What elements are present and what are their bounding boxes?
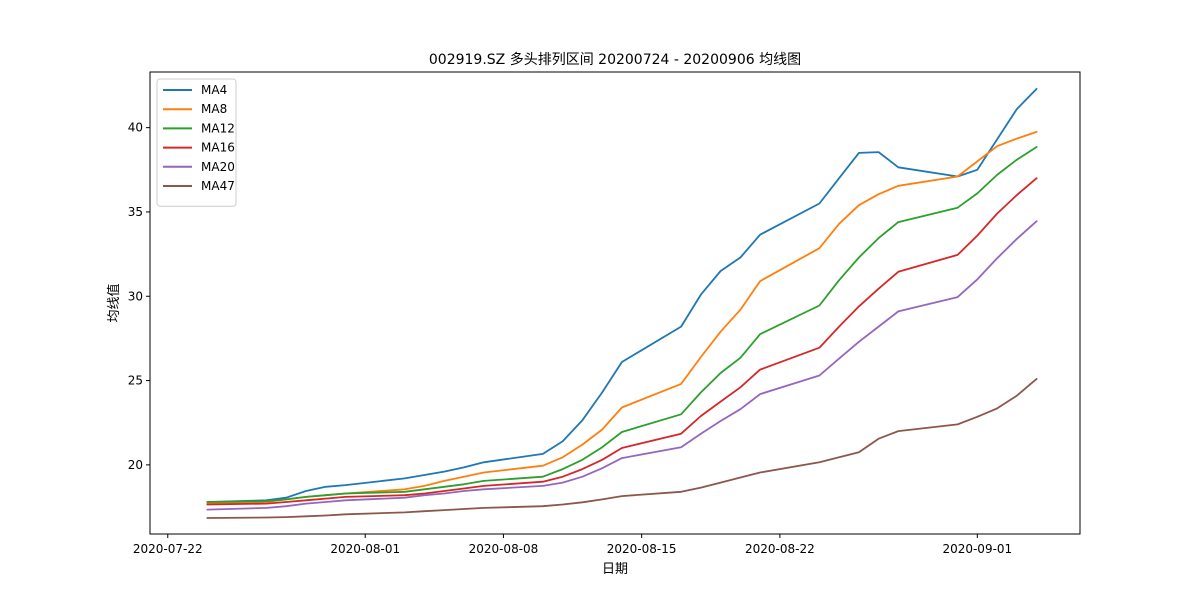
series-line-ma20 (206, 220, 1038, 511)
legend: MA4 MA8 MA12 MA16 MA20 MA47 (156, 78, 237, 207)
series-line-ma4 (206, 88, 1038, 503)
plot-area (149, 71, 1081, 535)
legend-label-ma12: MA12 (201, 121, 235, 135)
legend-box (156, 78, 237, 207)
x-tick-label: 2020-08-01 (330, 542, 400, 556)
x-tick-label: 2020-07-22 (133, 542, 203, 556)
x-tick-label: 2020-09-01 (942, 542, 1012, 556)
legend-label-ma47: MA47 (201, 179, 235, 193)
x-axis: 2020-07-22 2020-08-01 2020-08-08 2020-08-15… (133, 534, 1012, 556)
x-axis-title: 日期 (602, 562, 628, 577)
y-tick-label: 40 (128, 121, 143, 135)
y-tick-label: 20 (128, 458, 143, 472)
series-layer (206, 88, 1038, 519)
legend-label-ma8: MA8 (201, 102, 227, 116)
legend-label-ma4: MA4 (201, 83, 227, 97)
y-tick-label: 25 (128, 374, 143, 388)
series-line-ma12 (206, 146, 1038, 503)
y-axis-title: 均线值 (106, 283, 122, 322)
series-line-ma47 (206, 377, 1038, 519)
y-axis: 20 25 30 35 40 (128, 121, 150, 472)
series-line-ma16 (206, 177, 1038, 506)
x-tick-label: 2020-08-22 (745, 542, 815, 556)
x-tick-label: 2020-08-08 (469, 542, 539, 556)
y-tick-label: 30 (128, 289, 143, 303)
legend-label-ma20: MA20 (201, 160, 235, 174)
y-tick-label: 35 (128, 205, 143, 219)
chart-title: 002919.SZ 多头排列区间 20200724 - 20200906 均线图 (429, 51, 801, 68)
x-tick-label: 2020-08-15 (607, 542, 677, 556)
legend-label-ma16: MA16 (201, 141, 235, 155)
